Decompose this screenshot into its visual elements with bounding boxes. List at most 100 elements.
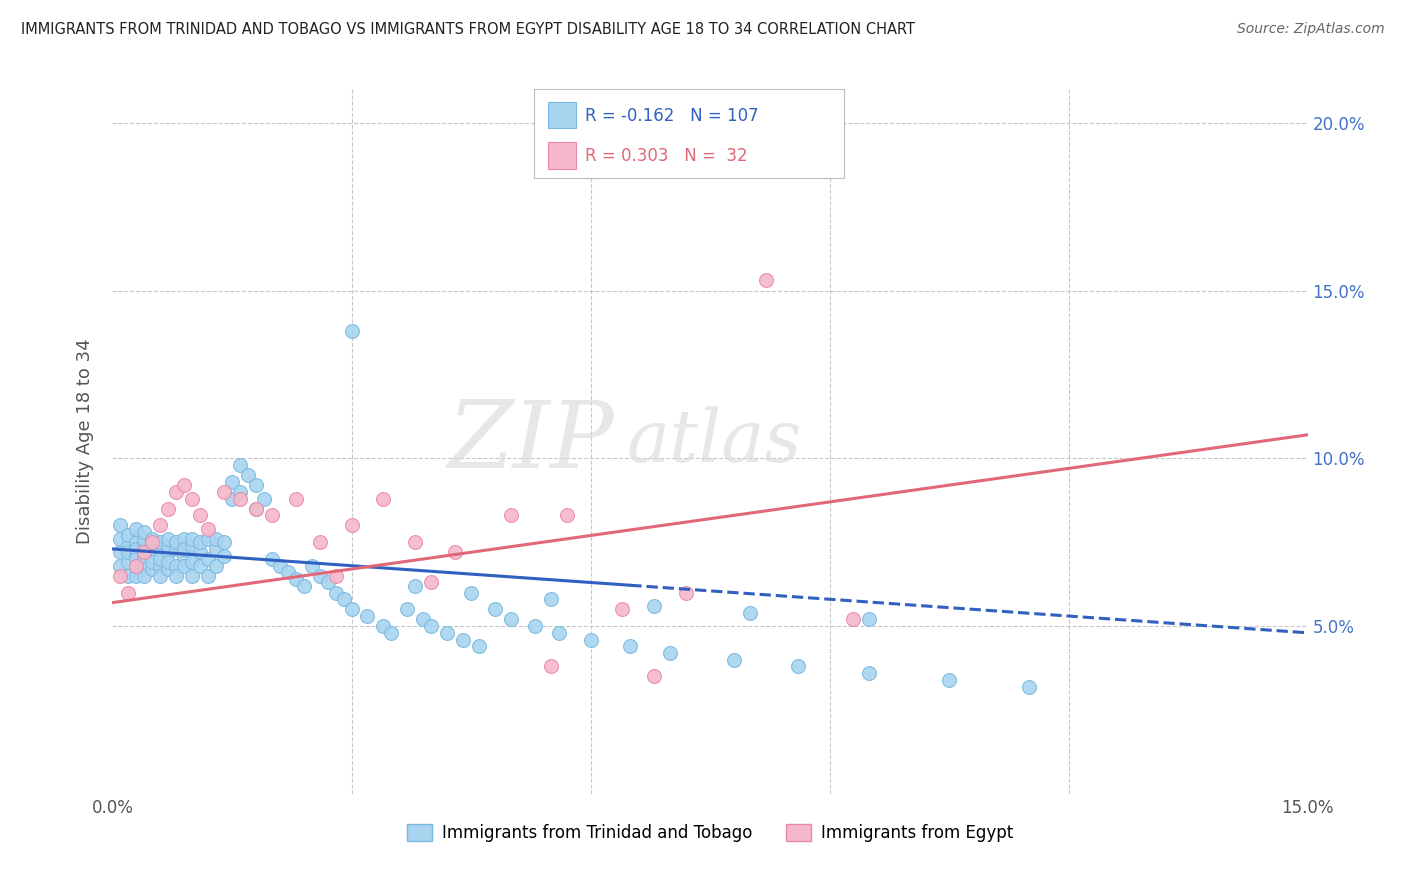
Point [643,669,665,683]
Point [308,535,330,549]
Text: R = -0.162   N = 107: R = -0.162 N = 107 [585,107,758,125]
Point [555,508,578,523]
Point [284,572,307,586]
Point [938,673,960,687]
Point [308,568,330,582]
Text: ZIP: ZIP [447,397,614,486]
Point [141,545,163,559]
Point [444,545,467,559]
Point [141,539,163,553]
Point [149,558,172,573]
Point [221,491,243,506]
Point [420,575,443,590]
Point [1018,680,1040,694]
Point [547,625,569,640]
Point [181,555,204,569]
Point [412,612,434,626]
Point [340,518,363,533]
Point [205,532,228,546]
Point [436,625,458,640]
Point [157,555,180,569]
Text: Source: ZipAtlas.com: Source: ZipAtlas.com [1237,22,1385,37]
Point [181,539,204,553]
Point [260,508,283,523]
Point [165,535,187,549]
Point [619,639,641,653]
Point [373,491,395,506]
Point [269,558,291,573]
Point [675,585,697,599]
Point [141,535,163,549]
Point [125,541,148,556]
Point [316,575,339,590]
Text: R = 0.303   N =  32: R = 0.303 N = 32 [585,147,748,165]
Point [197,552,219,566]
Point [125,535,148,549]
Point [149,518,172,533]
Point [125,552,148,566]
Point [149,535,172,549]
Point [612,602,634,616]
Point [340,602,363,616]
Point [245,501,267,516]
Point [842,612,865,626]
Point [110,518,132,533]
Point [134,525,156,540]
Point [157,545,180,559]
Point [173,549,195,563]
Point [786,659,808,673]
Point [468,639,491,653]
Point [340,324,363,338]
Point [134,539,156,553]
Point [499,612,522,626]
Point [173,478,195,492]
Point [134,549,156,563]
Point [165,558,187,573]
Point [484,602,506,616]
Point [181,568,204,582]
Point [356,609,378,624]
Point [173,541,195,556]
Point [125,522,148,536]
Point [212,535,235,549]
Point [149,552,172,566]
Point [173,558,195,573]
Point [117,545,139,559]
Legend: Immigrants from Trinidad and Tobago, Immigrants from Egypt: Immigrants from Trinidad and Tobago, Imm… [401,817,1019,849]
Point [284,491,307,506]
Point [540,592,562,607]
Point [325,568,347,582]
Point [420,619,443,633]
Point [396,602,419,616]
Point [149,568,172,582]
Point [188,535,211,549]
Point [117,528,139,542]
Point [404,535,426,549]
Point [165,568,187,582]
Point [659,646,682,660]
Point [499,508,522,523]
Point [723,653,745,667]
Point [858,666,880,681]
Point [117,539,139,553]
Text: atlas: atlas [627,406,801,477]
Point [157,562,180,576]
Point [579,632,602,647]
Point [125,558,148,573]
Point [188,558,211,573]
Point [404,579,426,593]
Point [332,592,354,607]
Point [540,659,562,673]
Point [197,522,219,536]
Point [134,545,156,559]
Point [117,568,139,582]
Point [229,458,252,472]
Point [157,501,180,516]
Point [149,541,172,556]
Point [292,579,315,593]
Point [181,491,204,506]
Point [245,478,267,492]
Point [117,555,139,569]
Point [380,625,402,640]
Point [181,532,204,546]
